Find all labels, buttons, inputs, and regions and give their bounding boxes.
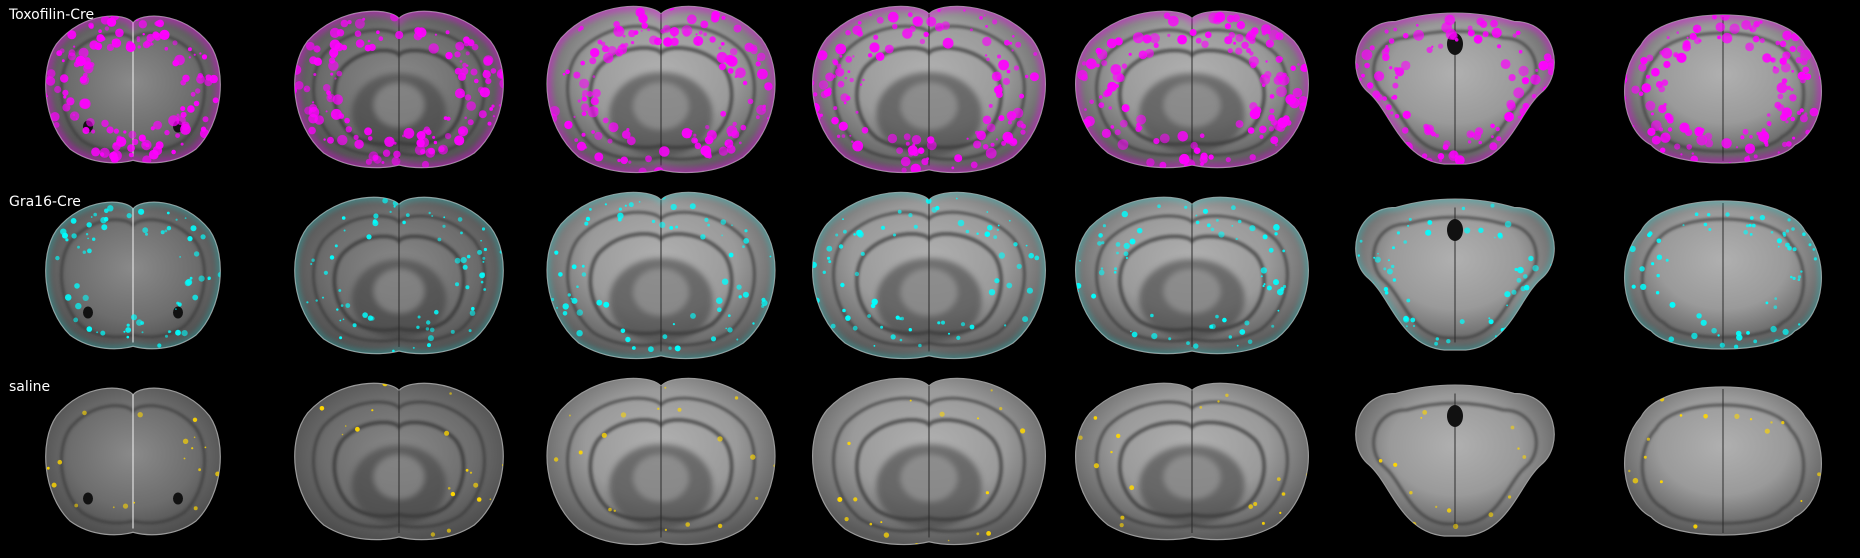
brain-section	[1345, 13, 1557, 165]
brain-section	[811, 192, 1046, 358]
brain-section	[807, 0, 1046, 174]
brain-section	[42, 200, 224, 349]
brain-section	[46, 388, 221, 535]
brain-section	[1073, 195, 1309, 354]
brain-section	[813, 378, 1046, 547]
brain-section	[1076, 383, 1311, 539]
brain-section	[1625, 194, 1827, 353]
brain-section	[1351, 385, 1555, 536]
brain-section	[547, 192, 775, 358]
brain-section	[295, 197, 504, 357]
brain-section	[287, 10, 510, 168]
brain-section	[547, 4, 775, 178]
brain-section	[1617, 11, 1824, 172]
brain-section	[43, 11, 220, 164]
brain-section	[1350, 199, 1556, 350]
brain-section	[295, 381, 505, 540]
brain-section	[1076, 11, 1310, 171]
brain-section	[547, 378, 776, 544]
brain-section	[1625, 387, 1822, 540]
